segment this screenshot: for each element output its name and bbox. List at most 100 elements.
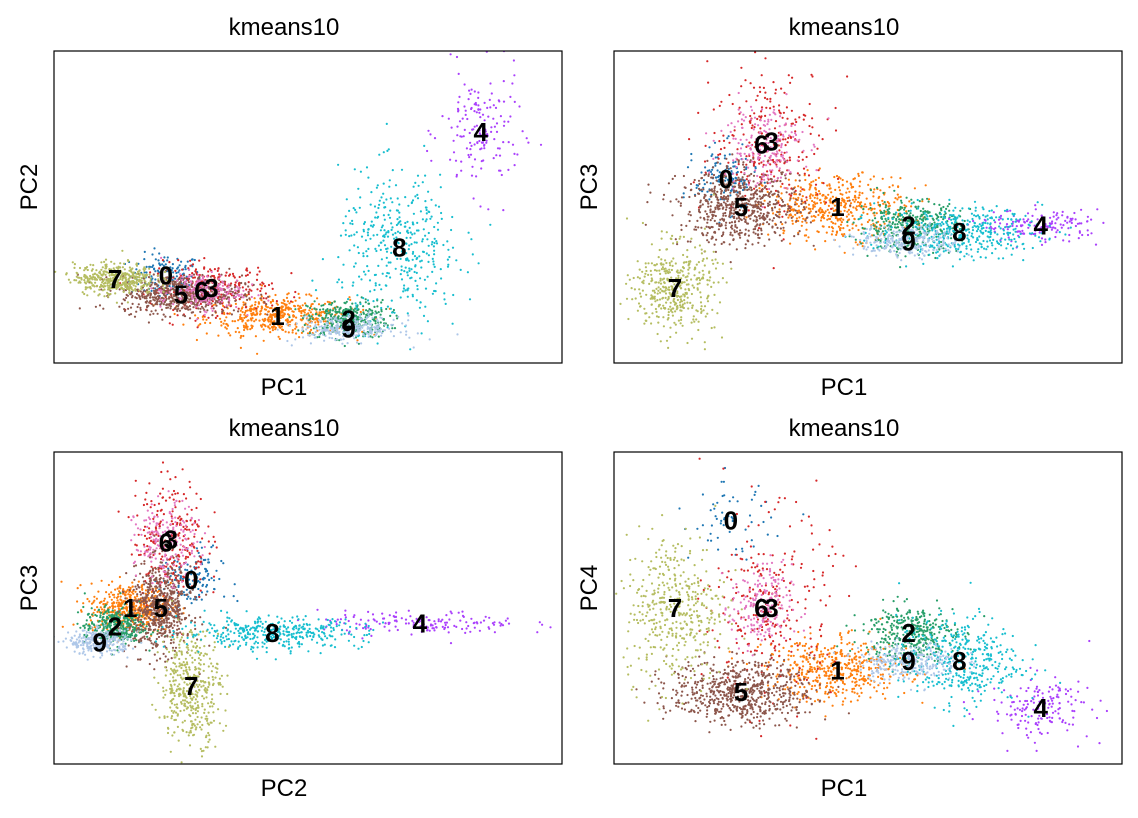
- data-point: [414, 181, 417, 184]
- data-point: [461, 117, 464, 120]
- data-point: [379, 313, 382, 316]
- data-point: [201, 280, 204, 283]
- data-point: [193, 276, 196, 279]
- data-point: [411, 258, 414, 261]
- data-point: [206, 284, 209, 288]
- data-point: [414, 279, 417, 282]
- data-point: [900, 218, 903, 221]
- data-point: [782, 138, 785, 141]
- data-point: [91, 278, 94, 281]
- data-point: [295, 332, 298, 335]
- data-point: [389, 197, 392, 200]
- data-point: [749, 114, 752, 118]
- data-point: [275, 307, 278, 310]
- data-point: [903, 208, 906, 211]
- data-point: [809, 132, 812, 135]
- data-point: [350, 333, 353, 336]
- data-point: [162, 268, 165, 271]
- data-point: [244, 325, 248, 328]
- data-point: [803, 172, 806, 175]
- data-point: [346, 320, 349, 323]
- data-point: [429, 133, 432, 136]
- data-point: [768, 192, 771, 195]
- data-point: [331, 301, 334, 305]
- data-point: [218, 295, 221, 298]
- data-point: [709, 182, 712, 185]
- data-point: [135, 281, 138, 284]
- data-point: [123, 309, 126, 313]
- data-point: [427, 129, 430, 132]
- data-point: [503, 120, 506, 123]
- data-point: [896, 198, 899, 201]
- data-point: [229, 334, 232, 337]
- data-point: [731, 153, 734, 156]
- data-point: [383, 206, 386, 209]
- data-point: [246, 273, 249, 276]
- data-point: [509, 95, 512, 98]
- data-point: [948, 209, 951, 212]
- data-point: [1015, 225, 1018, 228]
- data-point: [144, 267, 147, 270]
- data-point: [334, 331, 337, 334]
- data-point: [827, 193, 830, 196]
- data-point: [830, 226, 834, 229]
- data-point: [415, 257, 418, 261]
- data-point: [410, 276, 413, 279]
- data-point: [926, 197, 929, 200]
- data-point: [297, 292, 300, 295]
- data-point: [237, 310, 240, 313]
- data-point: [854, 241, 857, 244]
- data-point: [1060, 226, 1063, 229]
- data-point: [481, 141, 484, 144]
- data-point: [302, 309, 305, 312]
- data-point: [726, 167, 729, 170]
- data-point: [344, 310, 347, 313]
- data-point: [178, 264, 181, 267]
- data-point: [145, 297, 148, 300]
- data-point: [397, 315, 400, 318]
- data-point: [220, 324, 223, 327]
- data-point: [373, 326, 376, 329]
- data-point: [92, 273, 95, 276]
- data-point: [389, 209, 392, 212]
- data-point: [435, 282, 438, 285]
- data-point: [151, 253, 154, 256]
- data-point: [237, 294, 241, 297]
- data-point: [255, 310, 258, 313]
- data-point: [1027, 226, 1030, 229]
- data-point: [137, 294, 140, 297]
- data-point: [368, 279, 372, 282]
- data-point: [1068, 240, 1071, 243]
- data-point: [1052, 211, 1055, 214]
- data-point: [214, 316, 217, 319]
- data-point: [160, 285, 163, 288]
- data-point: [169, 287, 172, 290]
- data-point: [1086, 233, 1090, 237]
- data-point: [1042, 228, 1045, 231]
- data-point: [161, 318, 164, 321]
- data-point: [836, 219, 839, 222]
- data-point: [242, 296, 245, 299]
- data-point: [433, 225, 436, 229]
- data-point: [938, 248, 941, 251]
- data-point: [783, 162, 786, 165]
- data-point: [267, 310, 270, 313]
- data-point: [254, 303, 257, 306]
- data-point: [244, 293, 247, 296]
- data-point: [735, 230, 738, 233]
- data-point: [736, 148, 739, 151]
- data-point: [898, 212, 902, 215]
- data-point: [718, 178, 721, 181]
- data-point: [336, 281, 339, 284]
- data-point: [364, 301, 367, 304]
- data-point: [862, 207, 865, 211]
- data-point: [385, 250, 389, 253]
- data-point: [800, 224, 803, 227]
- data-point: [722, 191, 726, 194]
- data-point: [394, 232, 397, 235]
- data-point: [330, 303, 333, 306]
- data-point: [893, 189, 896, 192]
- data-point: [463, 128, 466, 131]
- data-point: [367, 228, 370, 231]
